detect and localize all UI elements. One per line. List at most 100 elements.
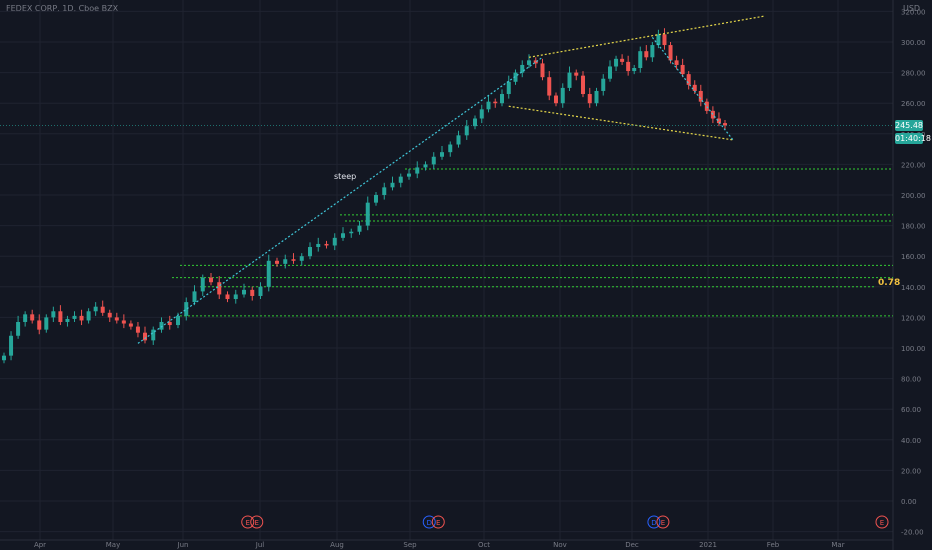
candle-body — [692, 84, 697, 91]
uptrend-line — [137, 56, 543, 344]
event-marker-label: E — [246, 519, 250, 527]
candle-body — [258, 286, 263, 296]
candle-body — [382, 187, 387, 195]
candle-body — [723, 123, 727, 126]
candle-body — [668, 45, 673, 61]
candle-body — [2, 355, 6, 361]
candle-body — [357, 225, 362, 232]
candle-body — [533, 60, 538, 64]
candle-body — [308, 247, 312, 257]
x-tick-label: Oct — [478, 541, 490, 549]
event-marker-label: D — [427, 519, 432, 527]
candles — [2, 28, 727, 364]
candle-body — [500, 94, 504, 104]
y-tick-label: 120.00 — [901, 314, 926, 322]
candle-body — [540, 63, 545, 78]
candle-body — [431, 156, 436, 165]
candle-body — [674, 60, 679, 65]
candle-body — [44, 317, 49, 330]
candle-body — [662, 34, 667, 46]
x-tick-label: Aug — [330, 541, 344, 549]
candle-body — [242, 289, 246, 295]
candle-body — [608, 66, 612, 79]
y-axis-ticks: 320.00300.00280.00260.00240.00220.00200.… — [901, 8, 926, 536]
event-marker-e-icon — [250, 515, 264, 529]
candle-body — [86, 311, 91, 321]
candle-body — [486, 101, 491, 110]
x-tick-label: May — [106, 541, 120, 549]
candle-body — [513, 72, 518, 82]
last-price-badge: 245.48 — [895, 120, 923, 131]
countdown-badge: 01:40:18 — [895, 133, 931, 144]
event-marker-e-icon — [656, 515, 670, 529]
candle-body — [23, 314, 28, 322]
event-marker-label: E — [255, 519, 259, 527]
candle-body — [448, 144, 453, 153]
candle-body — [225, 294, 230, 300]
candle-body — [473, 118, 477, 127]
steep-annotation: steep — [334, 172, 356, 181]
candle-body — [390, 182, 395, 188]
event-marker-label: E — [661, 519, 665, 527]
candle-body — [233, 294, 238, 300]
candle-body — [601, 78, 606, 91]
candle-body — [250, 289, 255, 296]
candle-body — [456, 135, 461, 145]
candle-body — [121, 320, 126, 324]
candle-body — [299, 256, 304, 261]
candle-body — [464, 126, 469, 136]
candle-body — [620, 58, 625, 62]
y-tick-label: 180.00 — [901, 223, 926, 231]
candle-body — [72, 315, 77, 319]
wedge-lower-line — [508, 105, 734, 141]
event-marker-d-icon — [422, 515, 436, 529]
candle-body — [650, 45, 655, 58]
candle-body — [716, 118, 721, 124]
candle-body — [51, 311, 56, 318]
candle-body — [100, 306, 105, 313]
y-tick-label: 220.00 — [901, 161, 926, 169]
event-marker-e-icon — [241, 515, 255, 529]
candle-body — [656, 34, 661, 46]
candle-body — [151, 329, 156, 341]
candle-body — [632, 68, 637, 72]
candle-body — [9, 335, 14, 356]
grid-lines — [0, 0, 894, 550]
candle-body — [587, 94, 592, 104]
candle-body — [479, 109, 484, 119]
candle-body — [58, 311, 63, 322]
candle-body — [167, 321, 172, 326]
candle-body — [128, 323, 133, 327]
y-tick-label: 260.00 — [901, 100, 926, 108]
wedge-upper-line — [528, 15, 766, 58]
x-tick-label: Dec — [625, 541, 639, 549]
x-tick-label: Apr — [34, 541, 46, 549]
candle-body — [114, 317, 119, 321]
candle-body — [547, 77, 552, 96]
x-tick-label: Feb — [767, 541, 780, 549]
chart-title: FEDEX CORP, 1D, Cboe BZX — [6, 4, 119, 13]
candle-body — [560, 87, 565, 104]
y-tick-label: 40.00 — [901, 437, 921, 445]
event-marker-label: E — [880, 519, 884, 527]
support-levels — [172, 168, 893, 317]
candle-body — [283, 259, 288, 264]
candle-body — [398, 176, 403, 183]
candle-body — [644, 51, 649, 58]
event-marker-d-icon — [647, 515, 661, 529]
x-tick-label: Nov — [553, 541, 567, 549]
candle-body — [159, 321, 164, 330]
candle-body — [291, 259, 296, 261]
candle-body — [614, 58, 619, 67]
candle-body — [440, 152, 444, 157]
event-marker-label: E — [436, 519, 440, 527]
candle-body — [200, 277, 205, 292]
candle-body — [65, 318, 70, 322]
currency-label: USD — [903, 4, 921, 13]
y-tick-label: 300.00 — [901, 39, 926, 47]
candle-body — [698, 90, 703, 102]
candle-body — [324, 243, 329, 246]
y-tick-label: 140.00 — [901, 284, 926, 292]
